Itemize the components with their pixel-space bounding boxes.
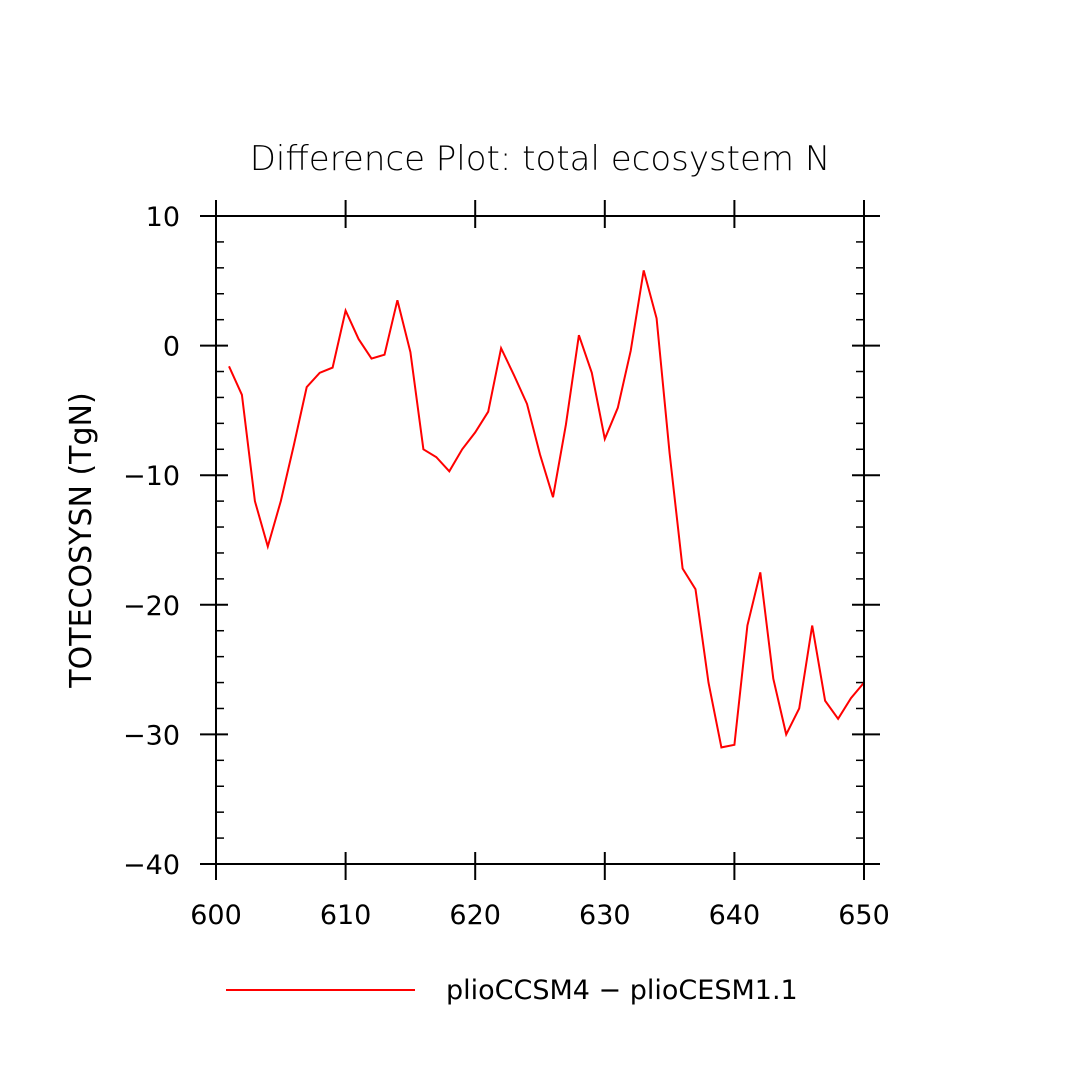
x-tick-label: 610	[320, 900, 372, 931]
axis-ticks	[200, 200, 880, 880]
legend-label: plioCCSM4 − plioCESM1.1	[446, 975, 798, 1006]
x-tick-label: 600	[190, 900, 242, 931]
plot-frame	[215, 215, 865, 865]
x-tick-label: 630	[579, 900, 631, 931]
y-tick-label: −10	[123, 461, 180, 492]
tick-labels: 600 610 620 630 640 650 10 0 −10 −20 −30 −40	[123, 202, 890, 931]
series-layer	[228, 270, 865, 749]
x-tick-label: 640	[709, 900, 761, 931]
chart-title: Difference Plot: total ecosystem N	[250, 139, 831, 179]
y-axis-label: TOTECOSYSN (TgN)	[64, 392, 99, 688]
y-tick-label: 0	[163, 332, 180, 363]
y-tick-label: −20	[123, 591, 180, 622]
y-tick-label: −40	[123, 850, 180, 881]
y-tick-label: 10	[146, 202, 180, 233]
series-line	[228, 270, 865, 749]
y-tick-label: −30	[123, 720, 180, 751]
x-tick-label: 650	[838, 900, 890, 931]
legend: plioCCSM4 − plioCESM1.1	[226, 975, 798, 1006]
x-tick-label: 620	[449, 900, 501, 931]
